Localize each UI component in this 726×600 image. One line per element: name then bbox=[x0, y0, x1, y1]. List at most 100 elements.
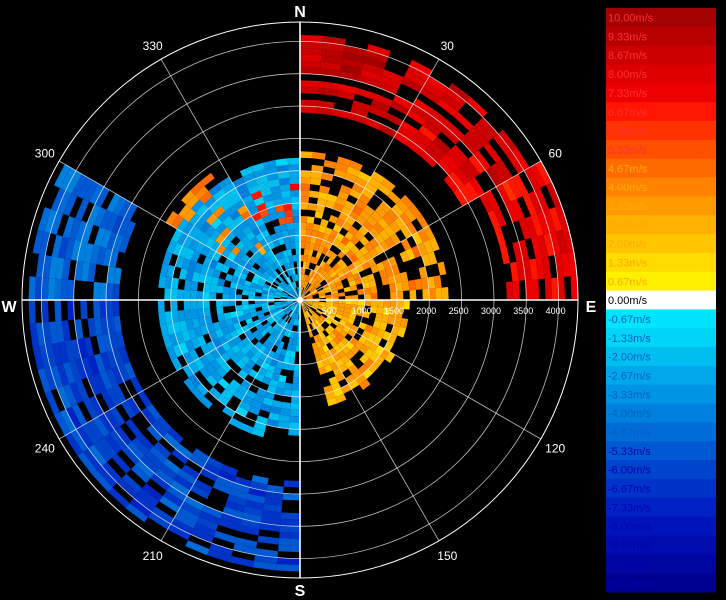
velocity-bin bbox=[374, 345, 384, 356]
velocity-bin bbox=[287, 229, 295, 237]
velocity-bin bbox=[209, 543, 234, 556]
velocity-bin bbox=[209, 292, 217, 300]
velocity-bin bbox=[254, 372, 265, 382]
velocity-bin bbox=[287, 295, 294, 299]
velocity-bin bbox=[422, 81, 445, 99]
velocity-bin bbox=[233, 476, 252, 488]
velocity-bin bbox=[275, 158, 289, 167]
velocity-bin bbox=[140, 455, 159, 474]
velocity-bin bbox=[288, 235, 295, 243]
velocity-bin bbox=[292, 209, 300, 217]
velocity-bin bbox=[237, 204, 249, 216]
velocity-bin bbox=[315, 237, 323, 246]
velocity-bin bbox=[464, 181, 480, 200]
velocity-bin bbox=[272, 312, 279, 319]
azimuth-spoke bbox=[160, 299, 301, 541]
velocity-bin bbox=[236, 359, 246, 370]
velocity-bin bbox=[125, 418, 142, 438]
velocity-bin bbox=[87, 204, 101, 225]
velocity-bin bbox=[382, 307, 391, 316]
velocity-bin bbox=[274, 204, 285, 213]
velocity-bin bbox=[130, 464, 151, 484]
velocity-bin bbox=[224, 500, 245, 513]
velocity-bin bbox=[307, 249, 314, 257]
velocity-bin bbox=[234, 537, 258, 549]
velocity-bin bbox=[395, 282, 403, 292]
velocity-bin bbox=[366, 215, 378, 227]
velocity-bin bbox=[283, 306, 290, 312]
velocity-bin bbox=[344, 321, 353, 330]
velocity-bin bbox=[391, 204, 404, 217]
velocity-bin bbox=[263, 260, 271, 268]
velocity-bin bbox=[193, 358, 205, 371]
velocity-bin bbox=[225, 273, 234, 282]
velocity-bin bbox=[280, 348, 287, 357]
velocity-bin bbox=[207, 549, 232, 563]
velocity-bin bbox=[279, 408, 291, 416]
velocity-bin bbox=[379, 124, 397, 138]
velocity-bin bbox=[270, 272, 278, 280]
velocity-bin bbox=[199, 355, 210, 367]
colorbar-swatch bbox=[606, 403, 716, 423]
velocity-bin bbox=[319, 352, 328, 361]
velocity-bin bbox=[355, 374, 367, 385]
velocity-bin bbox=[311, 304, 319, 309]
velocity-bin bbox=[479, 193, 494, 213]
velocity-bin bbox=[365, 50, 389, 64]
velocity-bin bbox=[487, 209, 501, 230]
velocity-bin bbox=[276, 308, 284, 313]
velocity-bin bbox=[100, 351, 112, 371]
velocity-bin bbox=[212, 269, 221, 279]
velocity-bin bbox=[490, 162, 508, 184]
velocity-bin bbox=[318, 191, 329, 201]
velocity-bin bbox=[319, 239, 328, 248]
velocity-bin bbox=[322, 233, 331, 242]
velocity-bin bbox=[100, 229, 112, 249]
velocity-bin bbox=[254, 296, 262, 300]
velocity-bin bbox=[225, 348, 236, 359]
velocity-bin bbox=[159, 495, 181, 513]
velocity-bin bbox=[295, 248, 300, 255]
velocity-bin bbox=[210, 359, 221, 371]
velocity-bin bbox=[453, 188, 468, 207]
velocity-bin bbox=[303, 289, 309, 295]
velocity-bin bbox=[312, 151, 326, 160]
velocity-bin bbox=[379, 321, 388, 331]
velocity-bin bbox=[308, 285, 314, 291]
velocity-bin bbox=[233, 322, 242, 331]
velocity-bin bbox=[276, 381, 286, 390]
velocity-bin bbox=[83, 180, 99, 202]
colorbar-swatch bbox=[606, 121, 716, 141]
velocity-bin bbox=[183, 377, 196, 392]
velocity-bin bbox=[374, 313, 383, 322]
velocity-bin bbox=[178, 342, 189, 355]
velocity-bin bbox=[231, 316, 240, 325]
velocity-bin bbox=[112, 300, 120, 317]
velocity-bin bbox=[204, 274, 213, 285]
velocity-bin bbox=[273, 279, 281, 286]
velocity-bin bbox=[306, 295, 313, 299]
velocity-bin bbox=[303, 312, 307, 319]
velocity-bin bbox=[241, 194, 254, 205]
velocity-bin bbox=[318, 225, 327, 234]
velocity-bin bbox=[276, 564, 300, 572]
colorbar-tick-label: -7.33m/s bbox=[608, 502, 651, 514]
velocity-bin bbox=[111, 215, 125, 234]
velocity-bin bbox=[113, 267, 122, 285]
velocity-bin bbox=[166, 239, 177, 254]
velocity-bin bbox=[303, 248, 309, 256]
velocity-bin bbox=[337, 270, 345, 278]
velocity-bin bbox=[118, 235, 130, 254]
velocity-bin bbox=[188, 374, 201, 388]
velocity-bin bbox=[275, 346, 283, 355]
velocity-bin bbox=[41, 277, 49, 300]
velocity-bin bbox=[535, 161, 552, 186]
velocity-bin bbox=[341, 315, 349, 322]
colorbar-tick-label: -2.00m/s bbox=[608, 352, 651, 364]
velocity-bin bbox=[383, 300, 391, 308]
velocity-bin bbox=[205, 213, 218, 226]
velocity-bin bbox=[399, 250, 410, 263]
velocity-bin bbox=[379, 240, 390, 252]
velocity-bin bbox=[289, 350, 296, 358]
velocity-bin bbox=[236, 230, 246, 241]
